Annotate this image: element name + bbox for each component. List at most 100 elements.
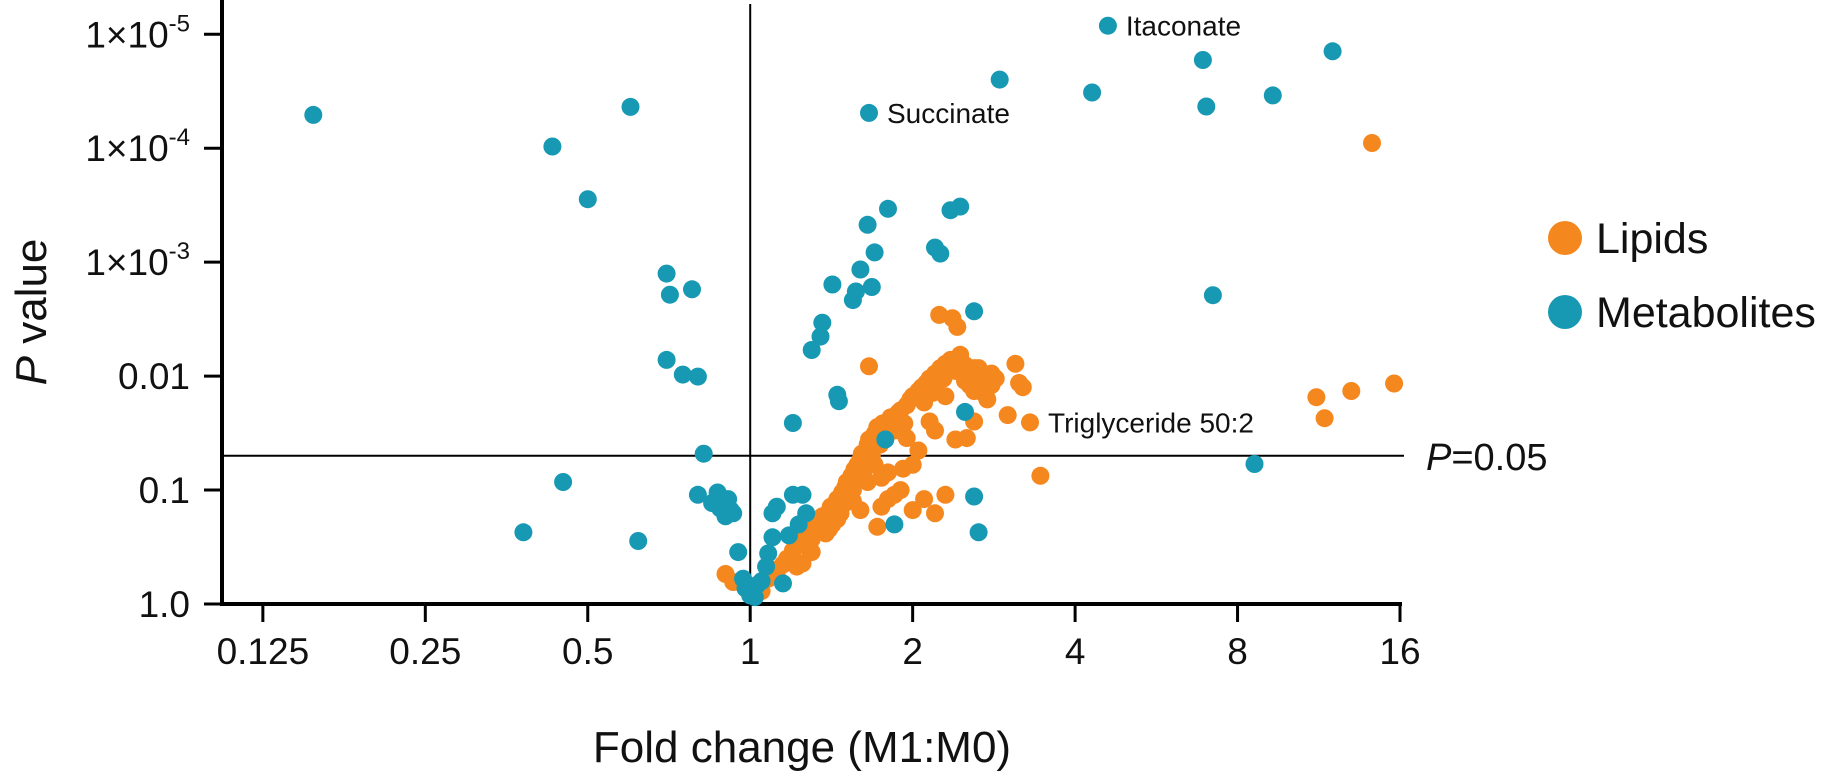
legend-label: Metabolites bbox=[1596, 289, 1816, 337]
data-point bbox=[909, 441, 928, 460]
data-point bbox=[931, 244, 950, 263]
data-point bbox=[957, 429, 976, 448]
data-point bbox=[858, 215, 877, 234]
data-point bbox=[998, 406, 1017, 425]
data-point bbox=[514, 523, 533, 542]
y-axis-title-rest: value bbox=[7, 239, 56, 356]
data-point bbox=[868, 517, 887, 536]
data-points bbox=[304, 16, 1404, 607]
data-point bbox=[554, 473, 573, 491]
data-point bbox=[990, 70, 1009, 89]
data-point bbox=[660, 285, 679, 304]
x-axis-title: Fold change (M1:M0) bbox=[593, 723, 1011, 772]
data-point bbox=[897, 429, 916, 448]
data-point bbox=[865, 243, 884, 262]
data-point bbox=[1245, 455, 1264, 473]
legend: Lipids Metabolites bbox=[1548, 215, 1816, 337]
data-point bbox=[688, 485, 707, 504]
x-tick-label: 1 bbox=[740, 631, 761, 672]
legend-marker bbox=[1548, 295, 1582, 329]
data-point bbox=[759, 544, 778, 563]
data-point bbox=[1342, 382, 1361, 400]
data-point bbox=[1323, 42, 1342, 61]
annotation-label: Itaconate bbox=[1126, 11, 1241, 42]
data-point bbox=[846, 282, 865, 301]
data-point bbox=[948, 317, 967, 336]
annotations: Itaconate Succinate Triglyceride 50:2 bbox=[887, 11, 1254, 439]
data-point bbox=[860, 103, 878, 122]
x-tick-label: 0.25 bbox=[389, 631, 461, 672]
data-point bbox=[304, 105, 323, 124]
data-point bbox=[657, 264, 676, 283]
axes: 0.125 0.25 0.5 1 2 4 8 161.00.10.011×10-31×10-4… bbox=[85, 0, 1421, 672]
y-tick-label-exponent: -5 bbox=[169, 10, 190, 37]
data-point bbox=[767, 497, 786, 516]
data-point bbox=[797, 504, 816, 523]
data-point bbox=[688, 367, 707, 386]
data-point bbox=[879, 490, 897, 509]
y-tick-label: 1×10-3 bbox=[85, 238, 190, 283]
y-tick-label-base: 1×10 bbox=[85, 128, 168, 169]
data-point bbox=[862, 278, 881, 296]
data-point bbox=[729, 543, 748, 562]
data-point bbox=[657, 350, 676, 369]
data-point bbox=[969, 523, 988, 542]
y-tick-label: 0.1 bbox=[139, 470, 190, 511]
data-point bbox=[752, 572, 771, 591]
data-point bbox=[891, 481, 910, 500]
data-point bbox=[683, 280, 701, 299]
data-point bbox=[879, 199, 897, 218]
annotation-label: Triglyceride 50:2 bbox=[1048, 407, 1254, 438]
data-point bbox=[1363, 134, 1381, 152]
data-point bbox=[965, 382, 984, 400]
data-point bbox=[1315, 409, 1334, 428]
data-point bbox=[965, 302, 984, 321]
series-lipids bbox=[716, 134, 1404, 601]
data-point bbox=[811, 327, 830, 346]
data-point bbox=[1021, 413, 1039, 432]
data-point bbox=[1307, 388, 1326, 407]
data-point bbox=[1197, 97, 1216, 116]
data-point bbox=[1385, 374, 1404, 393]
data-point bbox=[1203, 286, 1222, 305]
data-point bbox=[951, 197, 970, 216]
p-threshold-label-italic: P bbox=[1426, 437, 1452, 479]
data-point bbox=[926, 504, 944, 523]
data-point bbox=[673, 365, 692, 384]
data-point bbox=[1013, 378, 1032, 397]
data-point bbox=[915, 490, 934, 509]
data-point bbox=[903, 455, 922, 474]
data-point bbox=[813, 313, 832, 332]
data-point bbox=[1006, 354, 1025, 373]
data-point bbox=[1031, 466, 1050, 485]
x-tick-label: 0.125 bbox=[217, 631, 310, 672]
data-point bbox=[956, 402, 974, 421]
data-point bbox=[920, 412, 939, 431]
data-point bbox=[1083, 83, 1102, 102]
data-point bbox=[895, 414, 914, 433]
x-tick-label: 0.5 bbox=[562, 631, 613, 672]
data-point bbox=[903, 501, 922, 520]
data-point bbox=[763, 528, 782, 547]
data-point bbox=[694, 444, 713, 463]
data-point bbox=[965, 487, 984, 506]
data-point bbox=[820, 520, 839, 539]
reference-lines: P=0.05 bbox=[222, 4, 1548, 604]
data-point bbox=[851, 501, 870, 520]
legend-label: Lipids bbox=[1596, 215, 1708, 263]
data-point bbox=[543, 137, 562, 156]
y-tick-label: 1×10-5 bbox=[85, 10, 190, 55]
y-tick-label-base: 1×10 bbox=[85, 242, 168, 283]
data-point bbox=[629, 532, 648, 550]
data-point bbox=[823, 275, 842, 294]
data-point bbox=[1193, 51, 1212, 69]
data-point bbox=[793, 485, 812, 504]
data-point bbox=[860, 357, 878, 376]
data-point bbox=[802, 543, 821, 562]
data-point bbox=[578, 190, 597, 209]
data-point bbox=[802, 530, 821, 549]
x-tick-label: 2 bbox=[902, 631, 923, 672]
x-tick-label: 4 bbox=[1065, 631, 1086, 672]
data-point bbox=[724, 504, 743, 523]
data-point bbox=[936, 485, 955, 504]
